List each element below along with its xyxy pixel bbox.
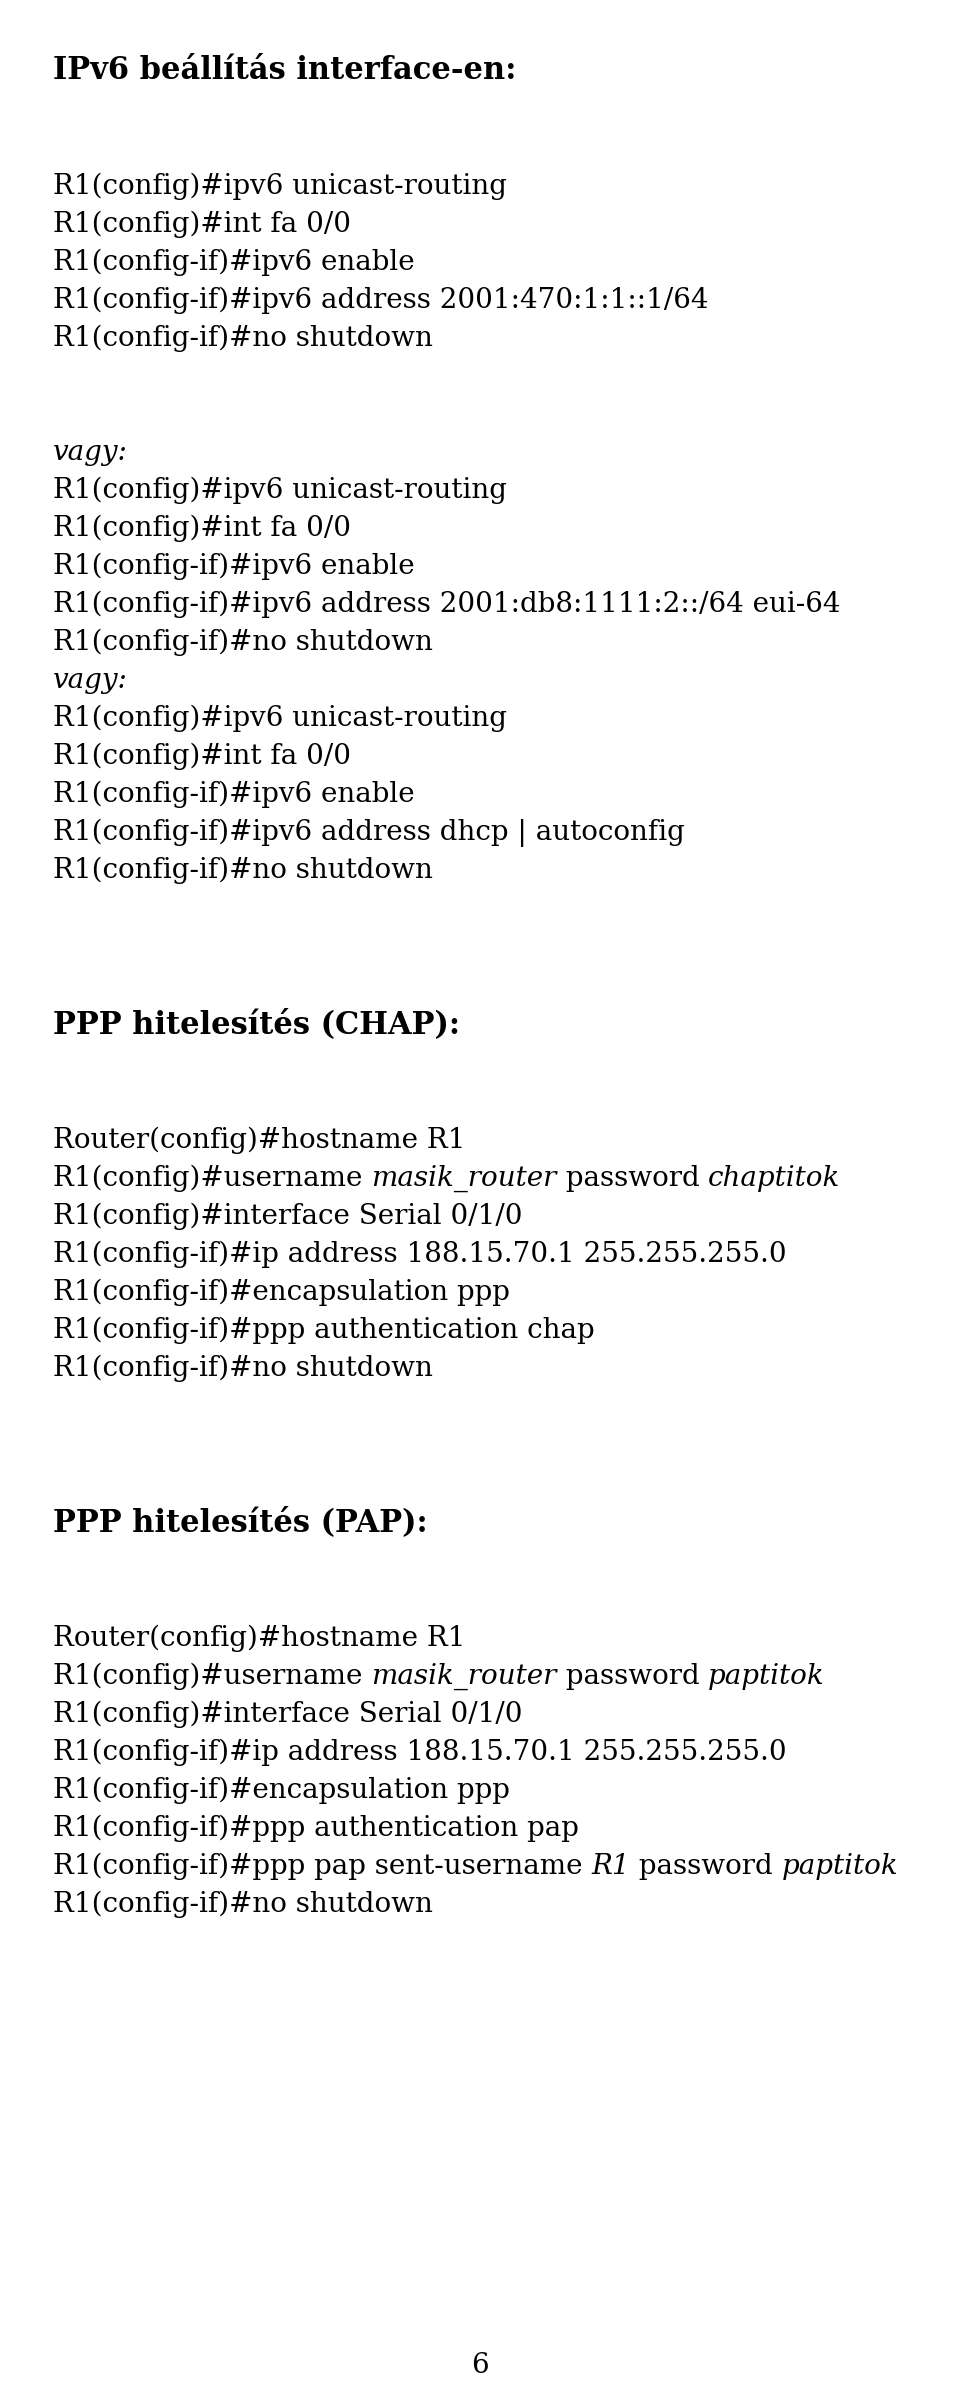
Text: chaptitok: chaptitok [708, 1165, 841, 1191]
Text: masik_router: masik_router [372, 1664, 557, 1690]
Text: paptitok: paptitok [708, 1664, 825, 1690]
Text: R1(config-if)#no shutdown: R1(config-if)#no shutdown [53, 326, 433, 352]
Text: R1(config)#username: R1(config)#username [53, 1664, 372, 1690]
Text: R1: R1 [591, 1853, 630, 1879]
Text: R1(config)#ipv6 unicast-routing: R1(config)#ipv6 unicast-routing [53, 705, 507, 733]
Text: R1(config-if)#encapsulation ppp: R1(config-if)#encapsulation ppp [53, 1776, 510, 1805]
Text: PPP hitelesítés (CHAP):: PPP hitelesítés (CHAP): [53, 1009, 460, 1040]
Text: R1(config-if)#no shutdown: R1(config-if)#no shutdown [53, 858, 433, 884]
Text: password: password [557, 1165, 708, 1191]
Text: R1(config)#interface Serial 0/1/0: R1(config)#interface Serial 0/1/0 [53, 1203, 522, 1230]
Text: password: password [630, 1853, 781, 1879]
Text: R1(config-if)#ip address 188.15.70.1 255.255.255.0: R1(config-if)#ip address 188.15.70.1 255… [53, 1738, 786, 1767]
Text: R1(config)#ipv6 unicast-routing: R1(config)#ipv6 unicast-routing [53, 477, 507, 503]
Text: IPv6 beállítás interface-en:: IPv6 beállítás interface-en: [53, 55, 516, 86]
Text: R1(config)#username: R1(config)#username [53, 1165, 372, 1191]
Text: R1(config-if)#ipv6 address dhcp | autoconfig: R1(config-if)#ipv6 address dhcp | autoco… [53, 820, 684, 849]
Text: R1(config-if)#ipv6 enable: R1(config-if)#ipv6 enable [53, 249, 415, 276]
Text: R1(config-if)#no shutdown: R1(config-if)#no shutdown [53, 1891, 433, 1918]
Text: R1(config)#ipv6 unicast-routing: R1(config)#ipv6 unicast-routing [53, 173, 507, 201]
Text: R1(config-if)#ppp pap sent-username: R1(config-if)#ppp pap sent-username [53, 1853, 591, 1879]
Text: PPP hitelesítés (PAP):: PPP hitelesítés (PAP): [53, 1508, 428, 1539]
Text: paptitok: paptitok [781, 1853, 899, 1879]
Text: Router(config)#hostname R1: Router(config)#hostname R1 [53, 1625, 466, 1652]
Text: R1(config)#interface Serial 0/1/0: R1(config)#interface Serial 0/1/0 [53, 1702, 522, 1728]
Text: R1(config)#int fa 0/0: R1(config)#int fa 0/0 [53, 211, 351, 237]
Text: R1(config-if)#ppp authentication chap: R1(config-if)#ppp authentication chap [53, 1316, 594, 1345]
Text: masik_router: masik_router [372, 1165, 557, 1191]
Text: R1(config-if)#ipv6 address 2001:db8:1111:2::/64 eui-64: R1(config-if)#ipv6 address 2001:db8:1111… [53, 592, 841, 618]
Text: R1(config-if)#ipv6 enable: R1(config-if)#ipv6 enable [53, 554, 415, 580]
Text: Router(config)#hostname R1: Router(config)#hostname R1 [53, 1127, 466, 1155]
Text: R1(config-if)#encapsulation ppp: R1(config-if)#encapsulation ppp [53, 1280, 510, 1306]
Text: R1(config-if)#no shutdown: R1(config-if)#no shutdown [53, 628, 433, 657]
Text: R1(config-if)#ppp authentication pap: R1(config-if)#ppp authentication pap [53, 1815, 579, 1843]
Text: R1(config-if)#ipv6 address 2001:470:1:1::1/64: R1(config-if)#ipv6 address 2001:470:1:1:… [53, 288, 708, 314]
Text: password: password [557, 1664, 708, 1690]
Text: R1(config-if)#ipv6 enable: R1(config-if)#ipv6 enable [53, 781, 415, 808]
Text: R1(config)#int fa 0/0: R1(config)#int fa 0/0 [53, 743, 351, 769]
Text: vagy:: vagy: [53, 666, 128, 695]
Text: R1(config-if)#ip address 188.15.70.1 255.255.255.0: R1(config-if)#ip address 188.15.70.1 255… [53, 1242, 786, 1268]
Text: 6: 6 [471, 2351, 489, 2378]
Text: vagy:: vagy: [53, 439, 128, 465]
Text: R1(config)#int fa 0/0: R1(config)#int fa 0/0 [53, 515, 351, 542]
Text: R1(config-if)#no shutdown: R1(config-if)#no shutdown [53, 1354, 433, 1383]
